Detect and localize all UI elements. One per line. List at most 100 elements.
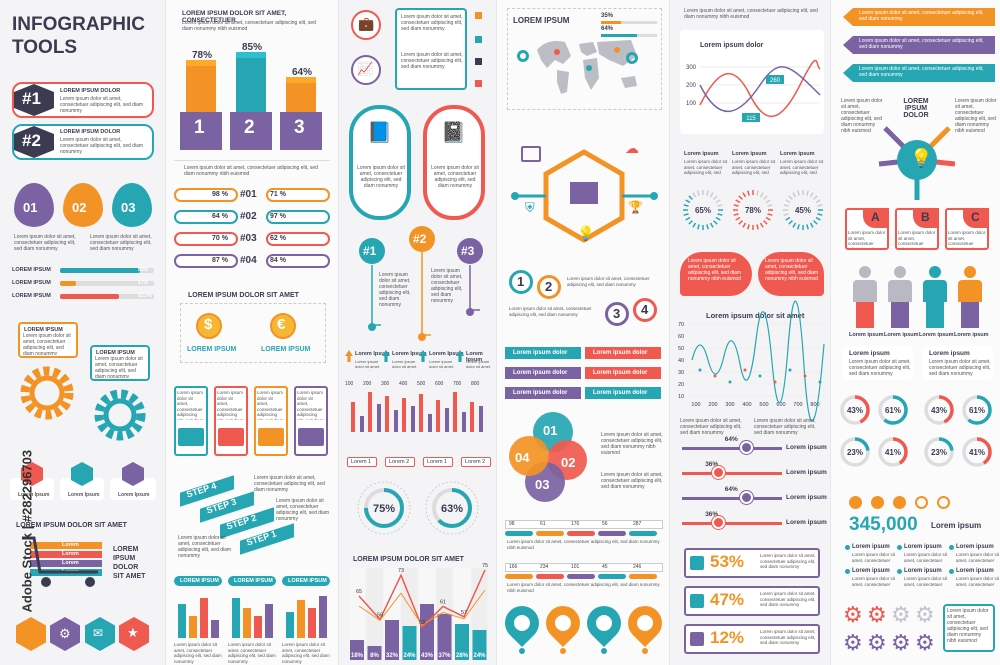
arrow-up-icon xyxy=(382,350,390,362)
arrow-label: Lorem Ipsum xyxy=(466,351,483,363)
slider-label: Lorem ipsum xyxy=(786,444,827,451)
radial-tick xyxy=(735,216,741,221)
donut-outer-dashes xyxy=(425,481,479,535)
briefcase-text-box xyxy=(395,8,467,90)
progress-fill xyxy=(60,268,140,273)
combo-line-label: 53 xyxy=(419,620,425,626)
group-header xyxy=(174,576,222,586)
combo-bar-label: 32% xyxy=(386,653,399,659)
bubble-left xyxy=(680,252,752,296)
arrow-banner-3 xyxy=(843,64,995,82)
arrow-banner-1 xyxy=(843,8,995,26)
abc-letter: B xyxy=(921,210,930,224)
rank-pill-left xyxy=(174,254,238,268)
line-chart-title: Lorem ipsum dolor xyxy=(700,42,764,49)
star-glyph: ★ xyxy=(127,625,139,640)
ring-label: 61% xyxy=(969,406,985,415)
group-header xyxy=(228,576,276,586)
rank-right: 71 % xyxy=(270,191,286,198)
slider-label: Lorem ipsum xyxy=(786,519,827,526)
combo-line-label: 61 xyxy=(440,599,446,605)
donut-label: 63% xyxy=(441,503,463,515)
big-stat-value: 53% xyxy=(710,552,745,571)
radial-label: 65% xyxy=(695,206,711,215)
ring-arc xyxy=(840,395,870,425)
person-legs xyxy=(961,302,979,328)
gear-note-text: Lorem ipsum dolor sit amet, consectetuer… xyxy=(947,608,989,644)
radial-tick xyxy=(709,222,714,228)
list-label: Lorem ipsum xyxy=(956,568,994,574)
wave-y-tick: 60 xyxy=(678,334,684,340)
radial-tick xyxy=(797,190,800,196)
drop-text-right: Lorem ipsum dolor sit amet, consectetuer… xyxy=(90,234,152,252)
radial-tick xyxy=(692,192,697,198)
bars-divider xyxy=(174,160,330,161)
slider-pct: 36% xyxy=(705,461,719,468)
person-label: Lorem ipsum xyxy=(884,332,919,338)
arrow-up-icon xyxy=(456,350,464,362)
bar-3d-body xyxy=(286,83,316,112)
big-stat-text: Lorem ipsum dolor sit amet, consectetuer… xyxy=(760,629,816,645)
page-title-line2: TOOLS xyxy=(12,37,78,58)
briefcase-stat-icon xyxy=(690,594,704,608)
ring-arc xyxy=(924,395,954,425)
big-number-label: Lorem ipsum xyxy=(931,521,982,530)
lorem-tag-1-label: Lorem ipsum xyxy=(849,350,890,357)
drop-02 xyxy=(63,183,103,227)
ring-arc xyxy=(962,437,992,467)
group-text: Lorem ipsum dolor sit amet, consectetuer… xyxy=(282,642,330,664)
square-navy xyxy=(475,58,482,65)
combo-bar-label: 18% xyxy=(351,653,364,659)
drop-02-label: 02 xyxy=(72,200,87,215)
wave-series xyxy=(691,300,825,422)
list-label: Lorem ipsum xyxy=(904,568,942,574)
radial-tick xyxy=(792,192,797,198)
radial-tick xyxy=(792,222,797,228)
badge-1-title: LOREM IPSUM DOLOR xyxy=(60,88,121,94)
group-bar xyxy=(265,604,273,638)
slider-track xyxy=(682,447,782,450)
big-stat-text: Lorem ipsum dolor sit amet, consectetuer… xyxy=(760,591,816,607)
icon-tile-1-label: Lorem Ipsum xyxy=(18,492,50,498)
stat-label: Lorem ipsum xyxy=(732,151,767,157)
steps-text-1: Lorem ipsum dolor sit amet, consectetuer… xyxy=(254,475,325,493)
num-text-1: Lorem ipsum dolor sit amet, consectetuer… xyxy=(379,272,411,308)
circles-text-2: Lorem ipsum dolor sit amet, consectetuer… xyxy=(509,306,592,317)
list-dot xyxy=(845,545,850,550)
radial-tick xyxy=(709,192,714,198)
arrow-text: Lorem ipsum dolor sit amet, consectetuer… xyxy=(392,359,418,371)
steps-text-2: Lorem ipsum dolor sit amet, consectetuer… xyxy=(276,498,330,522)
legend-label: Lorem 2 xyxy=(465,459,486,465)
group-bar xyxy=(319,596,327,638)
abc-text: Lorem ipsum dolor sit amet, consectetuer… xyxy=(948,230,986,248)
gear-small-icon: ⚙ xyxy=(867,630,887,655)
map-pin-left-icon xyxy=(517,50,529,62)
group-header-label: LOREM IPSUM xyxy=(234,578,273,584)
radial-tick xyxy=(815,216,821,221)
column-5: Lorem ipsum dolor sit amet, consectetuer… xyxy=(670,0,830,665)
mail-glyph: ✉ xyxy=(93,626,104,640)
euro-symbol: € xyxy=(277,316,286,333)
num-connectors xyxy=(368,252,480,341)
wave-point xyxy=(743,368,747,372)
legend-pill xyxy=(461,457,491,467)
arrow-label: Lorem Ipsum xyxy=(429,351,464,357)
venn-01-label: 01 xyxy=(543,423,558,438)
list-text: Lorem ipsum dolor sit amet, consectetuer… xyxy=(956,576,1000,587)
briefcase-icon xyxy=(351,10,381,40)
ribbon: Lorem ipsum dolor xyxy=(585,387,661,399)
square-teal xyxy=(475,36,482,43)
group-bar xyxy=(200,598,208,638)
person-legs xyxy=(856,302,874,328)
cart-title: LOREM IPSUM DOLOR SIT AMET xyxy=(16,522,127,529)
badge-2-text: Lorem ipsum dolor sit amet, consectetuer… xyxy=(60,137,144,155)
cart-row xyxy=(30,551,102,558)
radial-tick xyxy=(785,199,791,204)
radial-tick xyxy=(765,199,771,204)
venn-04 xyxy=(509,436,549,476)
person-head xyxy=(894,266,906,278)
slider-pct: 64% xyxy=(724,486,738,493)
page-title-line1: INFOGRAPHIC xyxy=(12,14,145,35)
chart-up-glyph: 📈 xyxy=(357,61,374,76)
lorem-tag-2 xyxy=(923,346,993,380)
